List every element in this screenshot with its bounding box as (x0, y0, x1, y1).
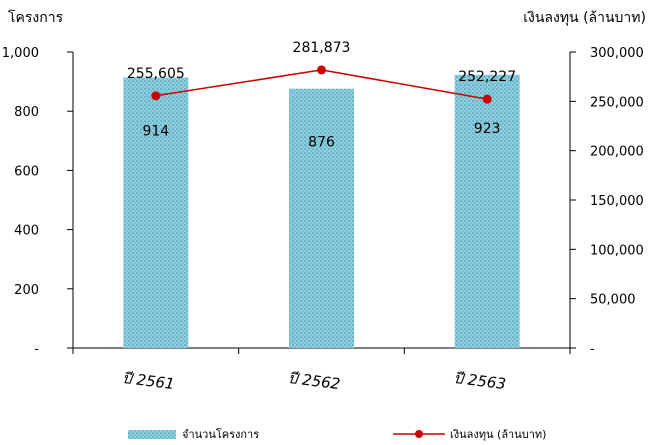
y-left-tick-label: 1,000 (2, 46, 39, 61)
bar (123, 77, 189, 349)
y-axis-right-title: เงินลงทุน (ล้านบาท) (523, 10, 646, 26)
bar-value-label: 914 (142, 123, 169, 139)
y-right-tick-label: 250,000 (590, 95, 644, 110)
y-right-tick-label: 150,000 (590, 194, 644, 209)
y-right-tick-label: - (590, 342, 595, 357)
y-left-tick-label: 600 (14, 164, 39, 179)
line-series (151, 65, 492, 104)
x-category-label: ปี 2563 (453, 369, 507, 393)
legend-label-line: เงินลงทุน (ล้านบาท) (450, 428, 546, 441)
line-value-label: 252,227 (458, 69, 516, 85)
bar (289, 88, 354, 348)
legend-label-bar: จำนวนโครงการ (182, 427, 259, 441)
y-right-tick-label: 100,000 (590, 243, 644, 258)
axes: - 200 400 600 800 1,000 - 50,000 100,000 150,000 2… (2, 46, 644, 393)
line-point (317, 65, 326, 75)
y-right-tick-label: 300,000 (590, 46, 644, 61)
data-labels: 914 876 923 255,605 281,873 252,227 (127, 40, 516, 151)
y-left-tick-label: - (34, 342, 39, 357)
legend-swatch-bar (128, 430, 176, 439)
x-category-label: ปี 2561 (121, 369, 175, 393)
y-right-tick-label: 50,000 (590, 293, 636, 308)
y-left-tick-label: 200 (14, 283, 39, 298)
legend: จำนวนโครงการ เงินลงทุน (ล้านบาท) (128, 427, 546, 441)
y-right-tick-label: 200,000 (590, 145, 644, 160)
bar-value-label: 923 (474, 121, 501, 137)
y-left-tick-label: 800 (14, 105, 39, 120)
y-axis-left-title: โครงการ (8, 9, 64, 26)
bar-value-label: 876 (308, 135, 335, 151)
x-category-label: ปี 2562 (287, 369, 341, 393)
line-value-label: 255,605 (127, 66, 185, 82)
y-left-tick-label: 400 (14, 224, 39, 239)
line-value-label: 281,873 (293, 40, 351, 56)
line-point (151, 91, 161, 101)
bar-series (123, 74, 520, 349)
bar (454, 74, 520, 349)
line-point (482, 94, 492, 104)
legend-swatch-marker (415, 430, 423, 438)
